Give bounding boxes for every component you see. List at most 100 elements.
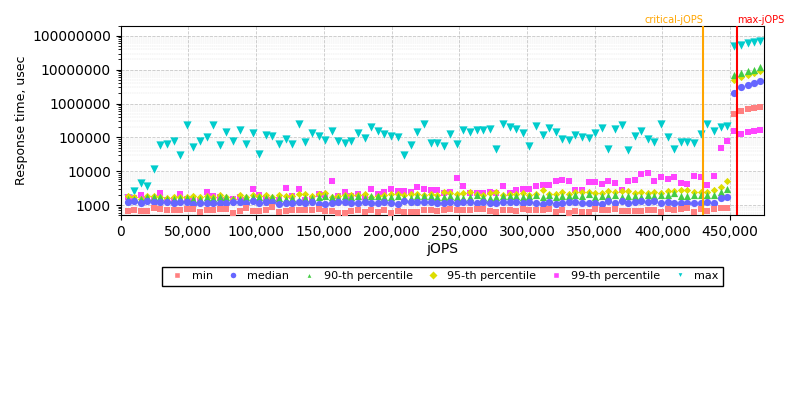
Point [648,189,661,195]
Point [286,140,298,147]
Point [721,123,734,129]
Point [503,124,516,130]
Point [128,198,141,204]
Point [286,195,298,201]
Point [398,188,410,194]
Point [385,186,398,193]
Point [206,193,219,199]
Point [312,194,325,201]
Point [635,128,648,134]
Point [240,193,253,200]
Point [246,208,259,214]
Point [385,194,398,200]
Point [418,207,430,213]
Point [681,193,694,199]
Point [457,195,470,201]
Point [516,194,529,200]
Point [694,174,707,180]
Point [352,193,365,199]
Point [536,200,549,207]
Point [615,188,628,194]
Point [748,39,761,45]
Point [674,138,687,145]
Point [536,132,549,138]
Point [734,42,747,48]
Point [424,191,437,197]
Point [121,193,134,200]
Text: max-jOPS: max-jOPS [737,15,784,25]
Point [233,127,246,134]
Point [662,133,674,140]
Point [424,198,437,205]
Point [714,144,727,151]
Point [523,193,536,199]
Point [141,198,154,204]
Point [326,208,338,214]
Point [167,197,180,204]
Point [214,192,226,198]
Point [332,199,345,206]
Point [306,196,318,202]
Point [121,196,134,202]
Point [595,181,608,188]
Point [542,181,555,188]
Point [457,183,470,189]
Point [121,193,134,199]
Point [742,40,754,46]
Point [187,206,200,212]
Point [365,194,378,200]
Point [701,207,714,214]
Point [582,191,595,198]
Point [589,190,602,196]
Point [299,138,312,145]
Point [748,80,761,86]
Point [464,188,477,195]
Point [430,187,443,194]
Point [398,209,410,216]
Point [609,189,622,195]
Point [510,208,522,214]
Point [214,206,226,212]
Point [483,126,496,132]
Point [181,206,194,212]
Point [246,192,259,199]
Point [306,129,318,136]
Point [681,181,694,188]
Point [648,198,661,204]
Point [292,186,305,193]
Point [161,207,174,214]
Point [259,132,272,138]
Point [721,178,734,185]
Point [642,207,654,213]
Point [444,131,457,138]
Point [226,198,239,205]
Point [154,194,167,200]
Point [444,189,457,196]
Point [510,193,522,199]
Point [674,200,687,206]
Point [595,193,608,199]
Point [530,183,542,190]
Point [253,192,266,198]
Point [701,121,714,127]
Point [470,191,483,197]
Point [220,194,233,200]
Point [562,178,575,185]
Point [728,43,741,49]
Point [430,200,443,206]
Point [490,209,502,216]
Point [550,190,562,197]
Point [635,171,648,177]
Point [728,128,741,135]
Point [714,124,727,130]
Point [404,195,417,202]
Point [279,192,292,199]
Point [694,131,707,138]
Point [398,198,410,204]
Point [371,200,384,206]
Point [569,198,582,205]
Point [312,190,325,197]
Point [154,206,167,212]
Point [418,192,430,199]
Point [338,188,351,195]
